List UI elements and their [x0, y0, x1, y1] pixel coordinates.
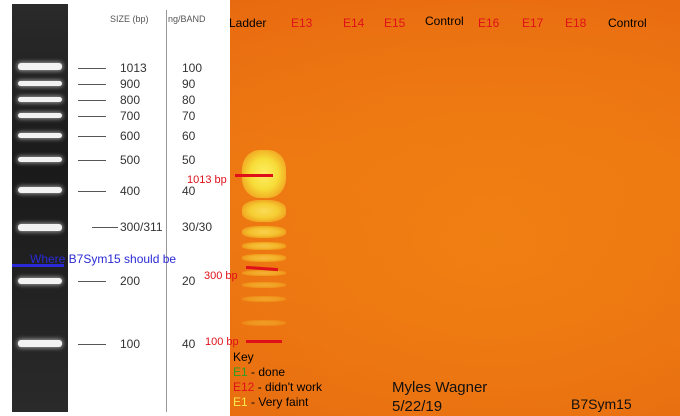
reference-band — [18, 113, 62, 118]
legend-key: Key E1 - done E12 - didn't work E1 - Ver… — [233, 350, 322, 410]
size-label: 900 — [120, 77, 141, 91]
column-divider — [166, 10, 167, 412]
size-label: 600 — [120, 129, 141, 143]
lane-label-e13: E13 — [291, 16, 313, 30]
size-label: 200 — [120, 274, 141, 288]
author-date: 5/22/19 — [392, 398, 443, 415]
ladder-band — [242, 320, 286, 326]
lane-label-control: Control — [425, 14, 464, 28]
ng-label: 30/30 — [182, 220, 213, 234]
tick-line — [78, 84, 106, 85]
tick-line — [78, 100, 106, 101]
size-label: 300/311 — [120, 220, 163, 234]
key-text: - Very faint — [247, 395, 309, 409]
key-code: E1 — [233, 395, 248, 409]
size-label: 1013 — [120, 61, 147, 75]
lane-label-e14: E14 — [343, 16, 365, 30]
lane-label-e17: E17 — [522, 16, 544, 30]
marker-label-1013: 1013 bp — [187, 174, 227, 186]
size-label: 500 — [120, 153, 141, 167]
marker-label-300: 300 bp — [204, 270, 238, 282]
ng-label: 40 — [182, 337, 196, 351]
ng-header: ng/BAND — [168, 14, 206, 24]
reference-band — [18, 133, 62, 138]
key-row-faint: E1 - Very faint — [233, 395, 322, 410]
ladder-band — [242, 226, 286, 238]
author-name: Myles Wagner — [392, 379, 488, 396]
expected-band-note: Where B7Sym15 should be — [30, 252, 177, 266]
size-label: 400 — [120, 184, 141, 198]
lane-label-e18: E18 — [565, 16, 587, 30]
ladder-reference-panel: SIZE (bp) ng/BAND 1013 900 800 700 600 5… — [0, 0, 230, 416]
ng-label: 20 — [182, 274, 196, 288]
size-header: SIZE (bp) — [110, 14, 149, 24]
size-label: 800 — [120, 93, 141, 107]
key-text: - didn't work — [254, 380, 323, 394]
key-row-failed: E12 - didn't work — [233, 380, 322, 395]
ng-label: 90 — [182, 77, 196, 91]
ladder-glow-band — [242, 200, 286, 222]
key-text: - done — [247, 365, 286, 379]
reference-band — [18, 81, 62, 86]
size-label: 700 — [120, 109, 141, 123]
marker-line-1013 — [235, 174, 273, 177]
key-code: E1 — [233, 365, 248, 379]
marker-line-100 — [246, 340, 282, 343]
ng-label: 70 — [182, 109, 196, 123]
reference-band — [18, 278, 62, 284]
reference-band — [18, 187, 62, 193]
ng-label: 80 — [182, 93, 196, 107]
tick-line — [78, 136, 106, 137]
lane-label-e15: E15 — [384, 16, 406, 30]
tick-line — [92, 227, 118, 228]
tick-line — [78, 68, 106, 69]
tick-line — [78, 281, 106, 282]
reference-band — [18, 157, 62, 162]
expected-band-line — [12, 264, 64, 267]
key-code: E12 — [233, 380, 255, 394]
ladder-band — [242, 270, 286, 276]
tick-line — [78, 160, 106, 161]
lane-label-e16: E16 — [478, 16, 500, 30]
reference-band — [18, 97, 62, 102]
size-label: 100 — [120, 337, 141, 351]
tick-line — [78, 191, 106, 192]
tick-line — [78, 116, 106, 117]
ladder-band — [242, 296, 286, 302]
lane-label-control: Control — [608, 16, 647, 30]
key-row-done: E1 - done — [233, 365, 322, 380]
tick-line — [78, 344, 106, 345]
author-block: Myles Wagner 5/22/19 — [392, 378, 487, 416]
lane-label-ladder: Ladder — [229, 16, 267, 30]
reference-band — [18, 63, 62, 70]
gel-image — [230, 0, 680, 416]
reference-band — [18, 224, 62, 231]
marker-label-100: 100 bp — [205, 336, 239, 348]
ladder-band — [242, 254, 286, 262]
ng-label: 50 — [182, 153, 196, 167]
reference-band — [18, 340, 62, 347]
key-title: Key — [233, 350, 254, 364]
ladder-band — [242, 282, 286, 288]
sample-id: B7Sym15 — [571, 396, 632, 412]
ng-label: 100 — [182, 61, 203, 75]
ladder-band — [242, 242, 286, 250]
ng-label: 40 — [182, 184, 196, 198]
ng-label: 60 — [182, 129, 196, 143]
